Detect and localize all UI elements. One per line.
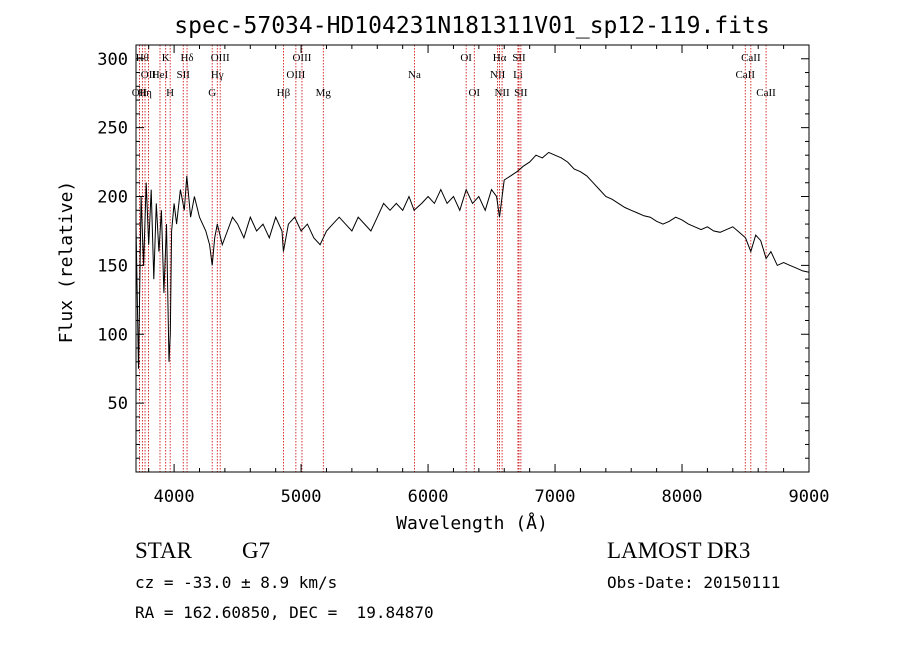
x-tick-label-7000: 7000 xyxy=(535,487,576,507)
marker-label-18: OI xyxy=(468,87,480,99)
marker-label-14: OIII xyxy=(292,52,311,64)
marker-label-22: Li xyxy=(513,69,523,81)
marker-label-26: CaII xyxy=(741,52,761,64)
spectrum-line xyxy=(135,151,810,369)
marker-label-16: Na xyxy=(408,69,421,81)
coordinates: RA = 162.60850, DEC = 19.84870 xyxy=(135,603,434,622)
marker-label-2: Hη xyxy=(138,87,152,99)
marker-label-17: OI xyxy=(460,52,472,64)
marker-label-21: NII xyxy=(494,87,510,99)
marker-label-10: Hγ xyxy=(211,69,224,81)
survey-label: LAMOST DR3 xyxy=(607,538,751,563)
plot-frame xyxy=(135,44,810,473)
x-tick-label-6000: 6000 xyxy=(408,487,449,507)
y-tick-label-300: 300 xyxy=(97,50,128,70)
y-tick-label-250: 250 xyxy=(97,119,128,139)
x-axis-label: Wavelength (Å) xyxy=(396,512,548,534)
marker-label-13: OIII xyxy=(286,69,305,81)
marker-label-3: OII xyxy=(141,69,157,81)
object-class: STAR xyxy=(135,538,192,563)
marker-label-1: Hθ xyxy=(136,52,149,64)
marker-label-5: K xyxy=(162,52,170,64)
marker-label-11: OIII xyxy=(211,52,230,64)
marker-label-7: SII xyxy=(177,69,191,81)
x-tick-label-9000: 9000 xyxy=(789,487,830,507)
chart-title: spec-57034-HD104231N181311V01_sp12-119.f… xyxy=(174,13,769,39)
marker-label-12: Hβ xyxy=(277,87,291,99)
marker-label-25: CaII xyxy=(735,69,755,81)
marker-label-9: G xyxy=(208,87,216,99)
marker-label-6: H xyxy=(166,87,174,99)
marker-label-24: SII xyxy=(514,87,528,99)
x-tick-label-8000: 8000 xyxy=(662,487,703,507)
x-tick-label-5000: 5000 xyxy=(281,487,322,507)
marker-label-15: Mg xyxy=(316,87,332,99)
y-tick-label-150: 150 xyxy=(97,256,128,276)
marker-label-8: Hδ xyxy=(180,52,193,64)
y-axis-label: Flux (relative) xyxy=(56,181,77,344)
marker-label-23: SII xyxy=(512,52,526,64)
marker-label-20: Hα xyxy=(493,52,507,64)
x-axis: 4000 5000 6000 7000 8000 9000 xyxy=(148,45,830,507)
y-tick-label-100: 100 xyxy=(97,325,128,345)
obs-date: Obs-Date: 20150111 xyxy=(607,573,781,592)
x-tick-label-4000: 4000 xyxy=(154,487,195,507)
marker-label-19: NII xyxy=(490,69,506,81)
line-markers: OIIHθHηOIIHeIKHSIIHδGHγOIIIHβOIIIOIIIMgN… xyxy=(132,45,776,472)
y-tick-label-50: 50 xyxy=(108,394,128,414)
object-subclass: G7 xyxy=(242,538,271,563)
marker-label-27: CaII xyxy=(756,87,776,99)
y-axis: 50 100 150 200 250 300 xyxy=(97,50,809,459)
y-tick-label-200: 200 xyxy=(97,188,128,208)
marker-label-4: HeI xyxy=(152,69,169,81)
redshift-readout: cz = -33.0 ± 8.9 km/s xyxy=(135,573,338,592)
